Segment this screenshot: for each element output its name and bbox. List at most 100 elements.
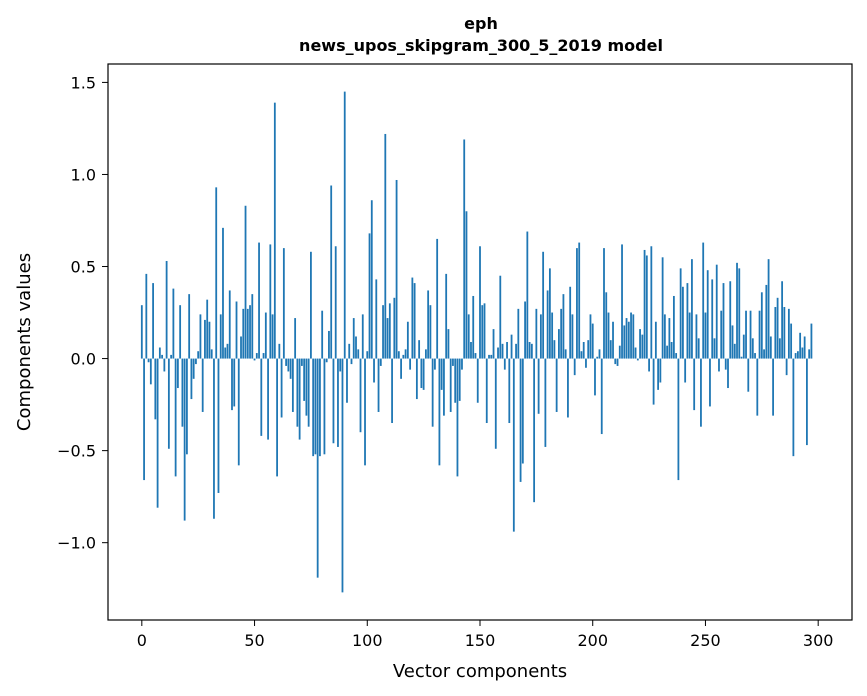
bar [632, 314, 635, 359]
bar [461, 358, 463, 370]
bar [226, 343, 229, 359]
bar [197, 351, 200, 359]
bar [402, 354, 405, 359]
bar [174, 358, 177, 477]
bar [515, 343, 517, 359]
bar [213, 358, 215, 519]
bar [571, 314, 574, 359]
bar [767, 259, 770, 359]
bar [294, 318, 297, 359]
bar [711, 279, 714, 359]
bar [147, 358, 150, 363]
bar [206, 299, 209, 359]
bar [253, 358, 256, 361]
bar [609, 340, 612, 359]
bar [727, 358, 729, 389]
bar [625, 318, 628, 359]
bar [558, 329, 560, 359]
bar [440, 358, 443, 390]
bar [201, 358, 204, 412]
bar [630, 312, 632, 359]
bar [499, 275, 502, 359]
bar [623, 325, 626, 359]
bar [675, 353, 678, 359]
bar [341, 358, 344, 593]
bar [348, 343, 351, 359]
bar [810, 323, 813, 359]
bar [237, 358, 240, 466]
bar [729, 281, 732, 359]
bar [564, 349, 567, 359]
bar [364, 358, 366, 466]
bar [517, 308, 520, 359]
y-tick-label: −0.5 [57, 442, 96, 461]
bar [228, 290, 231, 359]
bar [808, 349, 811, 359]
bar [774, 307, 777, 359]
bar [614, 358, 617, 365]
bar [600, 358, 603, 435]
bar [506, 342, 508, 359]
bar [224, 347, 227, 359]
bar [524, 301, 526, 359]
bar [357, 349, 360, 359]
x-tick-label: 0 [137, 631, 147, 650]
bar [273, 102, 276, 359]
bar [305, 358, 308, 416]
bar [156, 358, 159, 508]
bar [794, 353, 797, 359]
bar [713, 338, 716, 359]
x-axis-ticks: 0 50 100 150 200 250 300 [137, 620, 834, 650]
bar [359, 358, 362, 433]
y-axis-ticks: −1.0 −0.5 0.0 0.5 1.0 1.5 [57, 73, 108, 553]
bar [569, 286, 572, 359]
bar [591, 323, 594, 359]
bar [639, 329, 641, 359]
x-tick-label: 300 [803, 631, 834, 650]
bar [512, 358, 515, 532]
bar [612, 321, 614, 359]
bar [321, 310, 324, 359]
bar [467, 314, 470, 359]
bar [803, 336, 806, 359]
bar [375, 279, 378, 359]
bar [158, 347, 161, 359]
bar [657, 358, 660, 390]
bar [210, 349, 213, 359]
bar [582, 342, 585, 359]
bar [704, 312, 707, 359]
bar [240, 336, 242, 359]
bar [650, 246, 653, 359]
bar [544, 358, 547, 447]
bar [781, 281, 784, 359]
bar [208, 321, 211, 359]
bar [776, 297, 779, 359]
bar [391, 358, 393, 424]
bar [731, 325, 734, 359]
bar [287, 358, 290, 372]
bar [310, 251, 312, 359]
bar [443, 358, 445, 416]
bar [233, 358, 236, 407]
bar [763, 349, 765, 359]
bar [278, 343, 281, 359]
bar [415, 358, 418, 400]
bar [598, 349, 601, 359]
bar [260, 358, 263, 436]
bar [176, 358, 179, 389]
bar [740, 356, 743, 359]
bar [760, 292, 763, 359]
bar [488, 354, 490, 359]
y-tick-label: 0.0 [71, 350, 96, 369]
bar [246, 308, 249, 359]
bar [560, 308, 563, 359]
bar [291, 358, 294, 412]
bar [686, 283, 689, 359]
bar [316, 358, 319, 578]
bar [406, 321, 409, 359]
bar [332, 358, 335, 444]
bar [724, 358, 727, 370]
bar [751, 338, 754, 359]
chart-subtitle: news_upos_skipgram_300_5_2019 model [299, 36, 663, 55]
bar [533, 358, 536, 503]
